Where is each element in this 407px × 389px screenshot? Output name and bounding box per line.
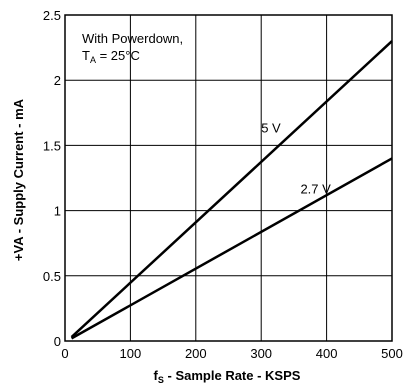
x-tick-label: 500 xyxy=(381,346,403,361)
x-tick-labels: 0 100 200 300 400 500 xyxy=(61,346,402,361)
y-tick-label: 1 xyxy=(54,204,61,219)
y-tick-label: 2.5 xyxy=(43,8,61,23)
series-label: 2.7 V xyxy=(300,182,331,197)
series-labels: 5 V 2.7 V xyxy=(261,120,331,196)
series-lines xyxy=(70,40,393,340)
series-line xyxy=(70,157,393,340)
x-tick-label: 0 xyxy=(61,346,68,361)
series-label: 5 V xyxy=(261,120,281,135)
annotation-line-2: TA = 25°C xyxy=(82,48,140,65)
x-tick-label: 300 xyxy=(250,346,272,361)
annotation-line-1: With Powerdown, xyxy=(82,31,183,46)
y-tick-label: 0.5 xyxy=(43,269,61,284)
series-line xyxy=(70,40,393,339)
y-tick-label: 1.5 xyxy=(43,138,61,153)
y-axis-label: +VA - Supply Current - mA xyxy=(11,98,26,261)
y-tick-labels: 0 0.5 1 1.5 2 2.5 xyxy=(43,8,61,349)
plot-frame xyxy=(64,14,393,342)
x-tick-label: 400 xyxy=(316,346,338,361)
x-axis-label: fS - Sample Rate - KSPS xyxy=(154,368,301,385)
x-tick-label: 200 xyxy=(185,346,207,361)
x-tick-label: 100 xyxy=(120,346,142,361)
y-tick-label: 0 xyxy=(54,334,61,349)
grid xyxy=(65,15,392,341)
y-tick-label: 2 xyxy=(54,73,61,88)
